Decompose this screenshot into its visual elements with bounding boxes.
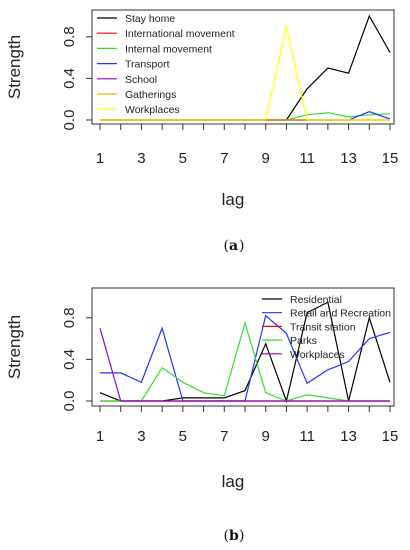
legend-label: Retail and Recreation: [290, 308, 391, 320]
x-tick-label: 1: [96, 150, 104, 167]
x-tick-label: 7: [220, 428, 228, 445]
x-tick-label: 11: [299, 150, 315, 167]
legend-label: Transport: [125, 59, 170, 71]
y-axis-label: Strength: [5, 35, 24, 99]
series-line: [99, 328, 390, 402]
y-tick-label: 0.4: [61, 68, 78, 89]
x-tick-label: 11: [299, 428, 315, 445]
x-tick-label: 9: [262, 150, 270, 167]
series-line: [100, 320, 390, 402]
legend-label: Workplaces: [125, 104, 180, 116]
series-line: [100, 26, 390, 121]
x-tick-label: 3: [137, 150, 145, 167]
y-tick-label: 0.4: [61, 349, 78, 370]
legend-label: School: [125, 74, 157, 86]
x-tick-label: 13: [340, 150, 357, 167]
caption-close-paren: ): [239, 238, 244, 254]
y-tick-label: 0.0: [61, 110, 78, 131]
legend-label: Transit station: [290, 321, 356, 333]
x-axis-label: lag: [222, 190, 245, 209]
legend-label: Stay home: [125, 13, 175, 25]
x-tick-label: 1: [96, 428, 104, 445]
caption-open-paren: (: [224, 528, 229, 544]
caption-letter: b: [229, 528, 239, 544]
legend-label: Residential: [290, 294, 342, 306]
legend-label: Gatherings: [125, 89, 176, 101]
x-tick-label: 5: [179, 428, 187, 445]
x-tick-label: 13: [340, 428, 357, 445]
plot-frame: [91, 9, 395, 125]
caption-letter: a: [229, 238, 238, 254]
legend-label: Workplaces: [290, 349, 345, 361]
legend-label: International movement: [125, 28, 235, 40]
x-tick-label: 9: [262, 428, 270, 445]
y-tick-label: 0.8: [61, 26, 78, 47]
legend-label: Internal movement: [125, 43, 212, 55]
y-tick-label: 0.0: [61, 391, 78, 412]
caption-close-paren: ): [239, 528, 244, 544]
x-axis-label: lag: [222, 472, 245, 491]
x-tick-label: 15: [382, 428, 399, 445]
x-tick-label: 3: [137, 428, 145, 445]
legend-label: Parks: [290, 335, 317, 347]
y-axis-label: Strength: [5, 315, 24, 379]
y-tick-label: 0.8: [61, 307, 78, 328]
x-tick-label: 15: [382, 150, 399, 167]
x-tick-label: 7: [220, 150, 228, 167]
plot-frame: [91, 287, 395, 407]
caption-open-paren: (: [224, 238, 229, 254]
x-tick-label: 5: [179, 150, 187, 167]
